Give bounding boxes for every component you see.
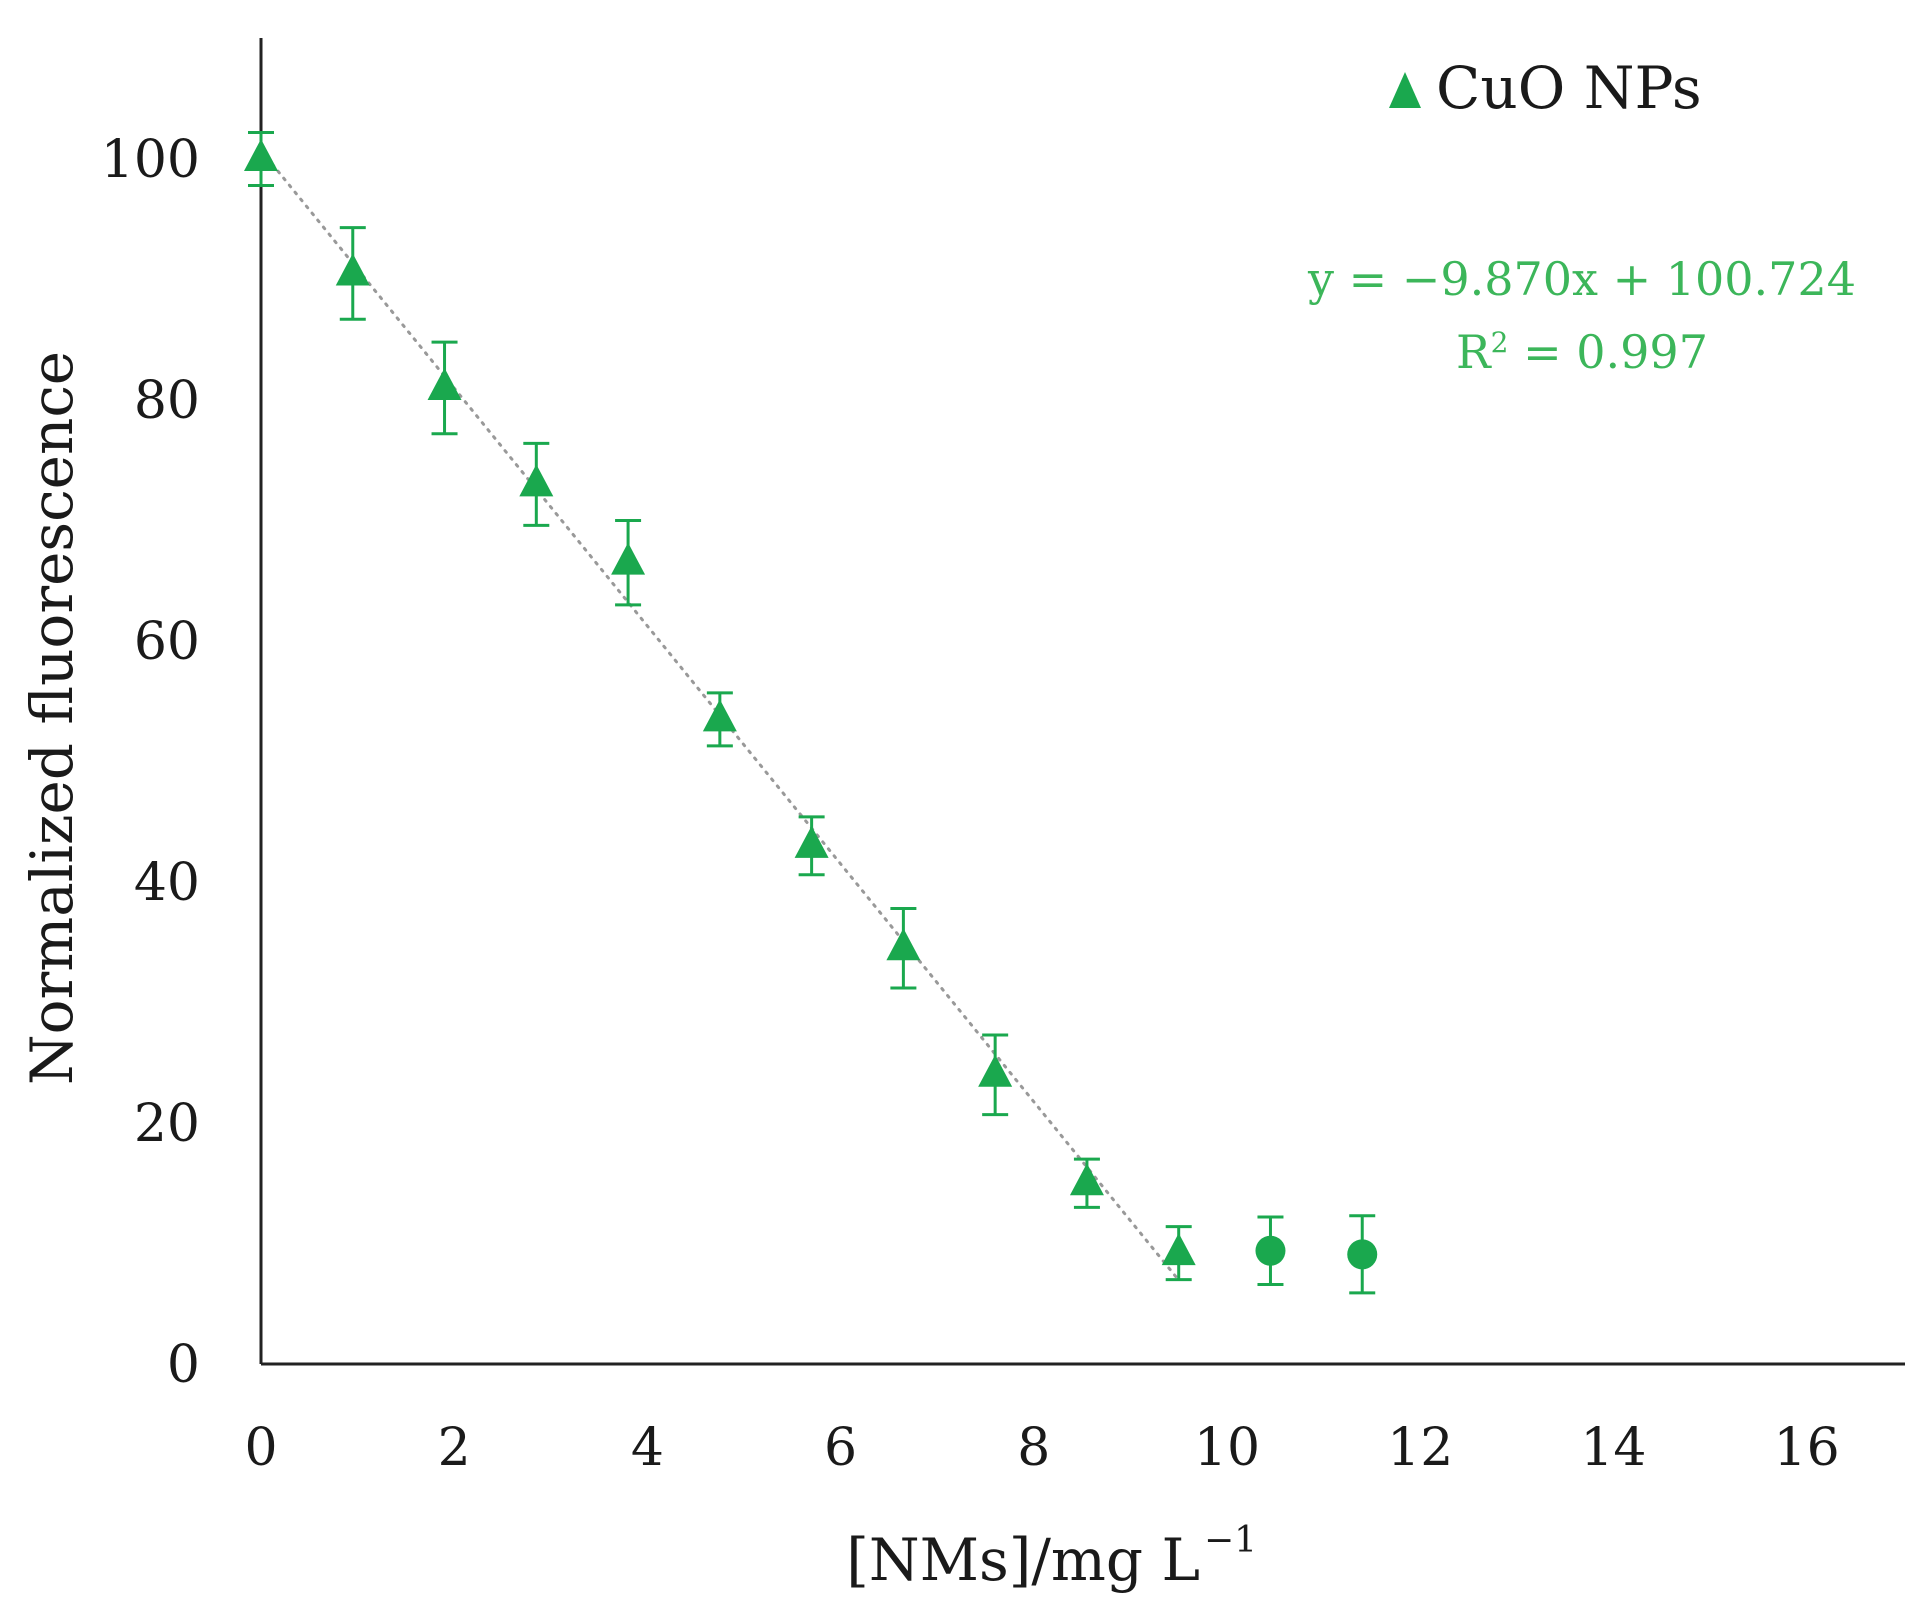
trendline-annotation: y = −9.870x + 100.724 R2 = 0.997 — [1307, 252, 1856, 379]
legend-triangle-icon — [1389, 72, 1421, 108]
data-point-triangle — [427, 367, 462, 400]
x-tick-label: 14 — [1580, 1418, 1646, 1478]
x-tick-label: 8 — [1017, 1418, 1050, 1478]
x-axis-label: [NMs]/mg L — [846, 1526, 1200, 1594]
data-point-triangle — [886, 928, 921, 961]
r2-label: R2 = 0.997 — [1456, 325, 1708, 379]
data-point-triangle — [1069, 1163, 1104, 1196]
x-tick-label: 6 — [824, 1418, 857, 1478]
data-point-circle — [1255, 1235, 1286, 1266]
x-tick-label: 0 — [244, 1418, 277, 1478]
x-tick-label: 4 — [631, 1418, 664, 1478]
data-point-circle — [1347, 1239, 1378, 1270]
data-point-triangle — [519, 464, 554, 497]
y-tick-label: 100 — [101, 130, 200, 190]
y-tick-label: 40 — [134, 853, 200, 913]
data-point-triangle — [611, 542, 646, 575]
y-tick-label: 0 — [167, 1335, 200, 1395]
data-point-triangle — [244, 139, 278, 171]
x-axis-title: [NMs]/mg L −1 — [846, 1520, 1257, 1594]
x-tick-label: 16 — [1774, 1418, 1840, 1478]
x-tick-label: 12 — [1387, 1418, 1453, 1478]
x-tick-label: 10 — [1194, 1418, 1260, 1478]
data-point-triangle — [702, 699, 737, 732]
data-point-triangle — [978, 1054, 1013, 1087]
y-axis-label: Normalized fluorescence — [18, 351, 86, 1085]
data-point-triangle — [335, 253, 370, 286]
equation-label: y = −9.870x + 100.724 — [1307, 252, 1856, 306]
data-point-triangle — [794, 825, 829, 858]
y-tick-label: 60 — [134, 612, 200, 672]
y-tick-label: 80 — [134, 371, 200, 431]
legend: CuO NPs — [1389, 54, 1702, 122]
x-tick-label: 2 — [438, 1418, 471, 1478]
data-point-triangle — [1161, 1233, 1196, 1266]
legend-label: CuO NPs — [1436, 54, 1702, 122]
x-axis-label-superscript: −1 — [1204, 1520, 1257, 1561]
y-tick-label: 20 — [134, 1094, 200, 1154]
